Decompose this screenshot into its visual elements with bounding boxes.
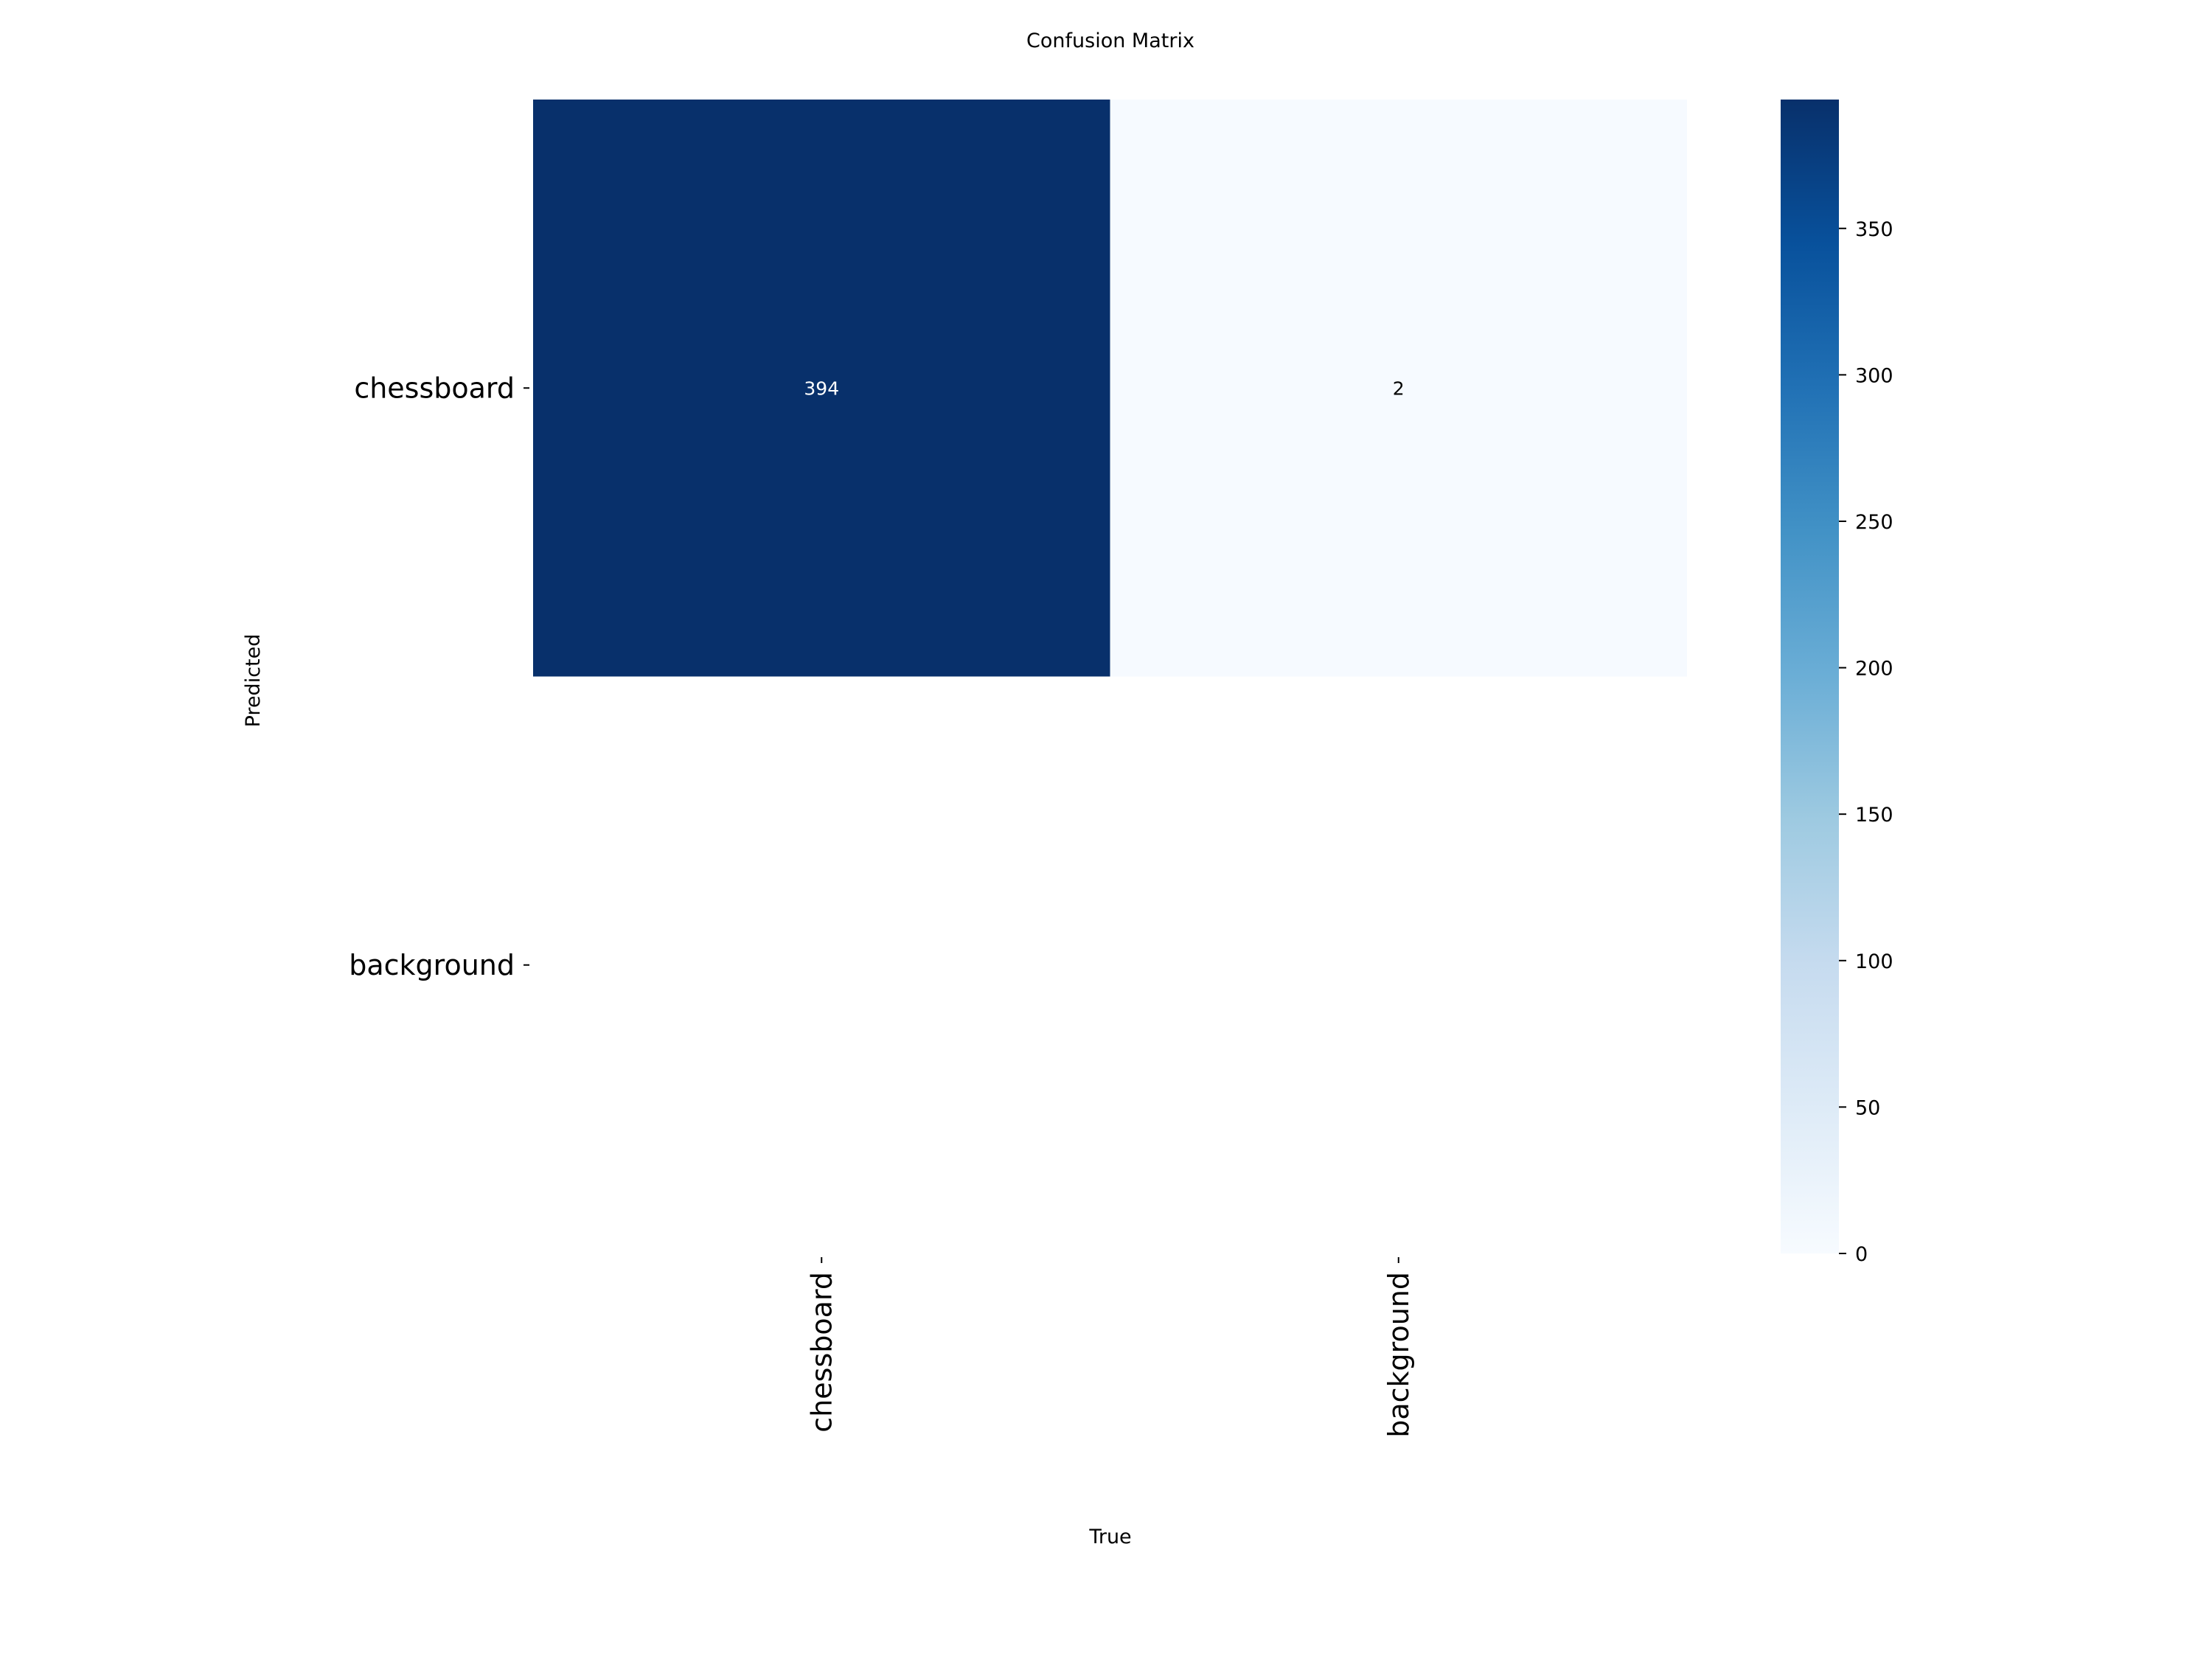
x-axis-label: True [1088, 1526, 1131, 1548]
colorbar-tick-label: 150 [1855, 804, 1893, 827]
colorbar-tick-label: 100 [1855, 950, 1893, 973]
y-axis-label: Predicted [242, 634, 265, 728]
x-tick-label: chessboard [805, 1272, 838, 1433]
colorbar-tick-label: 350 [1855, 218, 1893, 241]
colorbar-tick-label: 250 [1855, 511, 1893, 534]
chart-title: Confusion Matrix [1026, 29, 1194, 52]
cell-annotation: 394 [804, 378, 839, 399]
heatmap-cell [1110, 100, 1687, 677]
y-tick-label: background [349, 949, 515, 981]
x-tick-label: background [1382, 1272, 1415, 1438]
colorbar-tick-label: 0 [1855, 1243, 1868, 1266]
colorbar-tick-label: 50 [1855, 1096, 1880, 1119]
colorbar-tick-label: 200 [1855, 658, 1893, 681]
colorbar-tick-label: 300 [1855, 364, 1893, 387]
y-tick-label: chessboard [354, 372, 515, 404]
colorbar [1781, 100, 1839, 1253]
cell-annotation: 2 [1393, 378, 1405, 399]
heatmap-cell [533, 100, 1110, 677]
